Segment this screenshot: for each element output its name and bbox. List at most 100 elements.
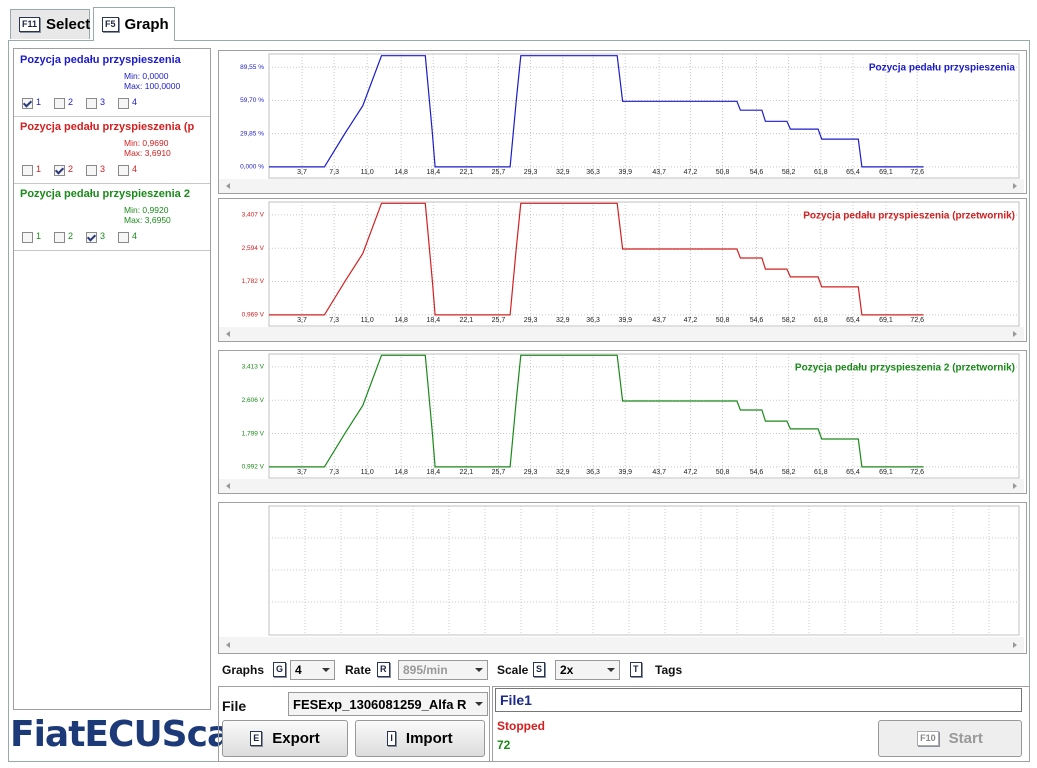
x-tick-label: 36,3 <box>586 169 600 176</box>
y-tick-label: 3,407 V <box>242 212 265 219</box>
chart-panel <box>218 502 1027 654</box>
checkbox[interactable] <box>22 165 33 176</box>
chart-panel: 0,000 % 29,85 % 59,70 % 89,55 % 3,7 7,3 11,0 14… <box>218 50 1027 194</box>
chart: 0,992 V 1,799 V 2,606 V 3,413 V 3,7 7,3 11,0 14… <box>219 353 1024 493</box>
graphs-label: Graphs <box>222 663 265 677</box>
x-tick-label: 50,8 <box>716 469 730 476</box>
chart: 0,000 % 29,85 % 59,70 % 89,55 % 3,7 7,3 11,0 14… <box>219 53 1024 193</box>
x-tick-label: 43,7 <box>652 317 666 324</box>
graphs-key: G <box>273 662 287 677</box>
y-tick-label: 0,992 V <box>242 464 265 471</box>
x-tick-label: 14,8 <box>394 169 408 176</box>
checkbox[interactable] <box>54 165 65 176</box>
x-tick-label: 39,9 <box>618 317 632 324</box>
x-tick-label: 58,2 <box>782 469 796 476</box>
button-key: E <box>250 731 263 746</box>
select-value: 2x <box>560 663 574 677</box>
rate-label: Rate <box>345 663 372 677</box>
y-tick-label: 59,70 % <box>240 97 264 104</box>
select-value: 895/min <box>403 663 448 677</box>
chart: 0,969 V 1,782 V 2,594 V 3,407 V 3,7 7,3 11,0 14… <box>219 201 1024 341</box>
tab-graph[interactable]: F5 Graph <box>93 7 175 41</box>
checkbox[interactable] <box>86 165 97 176</box>
file-select[interactable]: FESExp_1306081259_Alfa R <box>288 692 488 716</box>
sidebar-item: Pozycja pedału przyspieszenia Min: 0,0000… <box>14 49 210 117</box>
checkbox-label: 4 <box>132 231 138 241</box>
check-mark <box>86 232 97 242</box>
x-tick-label: 25,7 <box>492 169 506 176</box>
x-tick-label: 32,9 <box>556 317 570 324</box>
checkbox[interactable] <box>118 165 129 176</box>
scrollbar <box>219 179 1024 193</box>
file-panel <box>218 686 490 762</box>
item-max: Max: 100,0000 <box>124 81 181 91</box>
export-button[interactable]: E Export <box>222 720 348 757</box>
x-tick-label: 3,7 <box>297 169 307 176</box>
checkbox[interactable] <box>118 232 129 243</box>
x-tick-label: 69,1 <box>879 469 893 476</box>
item-max: Max: 3,6950 <box>124 215 171 225</box>
item-max: Max: 3,6910 <box>124 148 171 158</box>
checkbox[interactable] <box>118 98 129 109</box>
checkbox[interactable] <box>86 232 97 243</box>
scrollbar <box>219 327 1024 341</box>
scroll-arrow-left <box>226 331 230 337</box>
x-tick-label: 29,3 <box>524 469 538 476</box>
scroll-arrow-left <box>226 183 230 189</box>
x-tick-label: 7,3 <box>329 317 339 324</box>
y-tick-label: 29,85 % <box>240 130 264 137</box>
item-title: Pozycja pedału przyspieszenia 2 <box>20 188 190 200</box>
scale-label: Scale <box>497 663 529 677</box>
item-title: Pozycja pedału przyspieszenia <box>20 54 181 66</box>
x-tick-label: 61,8 <box>814 469 828 476</box>
x-tick-label: 72,6 <box>910 469 924 476</box>
x-tick-label: 39,9 <box>618 169 632 176</box>
y-tick-label: 1,799 V <box>242 430 265 437</box>
checkbox[interactable] <box>54 232 65 243</box>
file-name-field[interactable]: File1 <box>495 688 1022 712</box>
x-tick-label: 25,7 <box>492 317 506 324</box>
sidebar: Pozycja pedału przyspieszenia Min: 0,0000… <box>13 48 211 710</box>
tab-select[interactable]: F11 Select <box>10 9 90 39</box>
x-tick-label: 61,8 <box>814 169 828 176</box>
x-tick-label: 18,4 <box>426 469 440 476</box>
button-key: I <box>387 731 396 746</box>
scale-select[interactable]: 2x <box>555 660 620 680</box>
y-tick-label: 89,55 % <box>240 64 264 71</box>
checkbox-label: 3 <box>100 97 106 107</box>
x-tick-label: 65,4 <box>846 169 860 176</box>
x-tick-label: 61,8 <box>814 317 828 324</box>
x-tick-label: 29,3 <box>524 317 538 324</box>
start-button: F10 Start <box>878 720 1022 757</box>
x-tick-label: 3,7 <box>297 469 307 476</box>
y-tick-label: 3,413 V <box>242 364 265 371</box>
empty-chart <box>219 505 1024 653</box>
x-tick-label: 47,2 <box>684 469 698 476</box>
x-tick-label: 11,0 <box>361 469 374 476</box>
checkbox[interactable] <box>86 98 97 109</box>
checkbox[interactable] <box>22 98 33 109</box>
x-tick-label: 43,7 <box>652 169 666 176</box>
y-tick-label: 0,969 V <box>242 312 265 319</box>
series-line <box>269 354 924 468</box>
tags-key[interactable]: T <box>630 662 642 677</box>
checkbox[interactable] <box>22 232 33 243</box>
plot-frame <box>268 201 1020 327</box>
x-tick-label: 72,6 <box>910 317 924 324</box>
tab-key: F5 <box>102 17 119 32</box>
tab-label: Select <box>46 16 91 33</box>
button-label: Import <box>405 730 453 747</box>
import-button[interactable]: I Import <box>355 720 485 757</box>
logo: FiatECUScan <box>10 714 256 755</box>
check-mark <box>22 98 33 108</box>
checkbox-label: 1 <box>36 231 42 241</box>
graphs-select[interactable]: 4 <box>290 660 335 680</box>
sidebar-item: Pozycja pedału przyspieszenia (p Min: 0,9… <box>14 116 210 184</box>
select-value: FESExp_1306081259_Alfa R <box>293 696 467 712</box>
x-tick-label: 22,1 <box>460 169 474 176</box>
x-tick-label: 39,9 <box>618 469 632 476</box>
checkbox-label: 1 <box>36 97 42 107</box>
checkbox-label: 2 <box>68 97 74 107</box>
checkbox[interactable] <box>54 98 65 109</box>
